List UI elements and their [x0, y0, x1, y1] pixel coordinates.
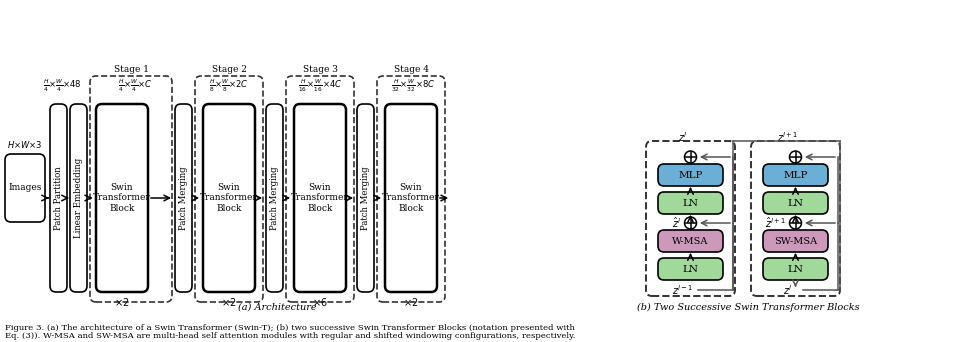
Text: $\frac{H}{4}{\times}\frac{W}{4}{\times}C$: $\frac{H}{4}{\times}\frac{W}{4}{\times}C… — [118, 78, 152, 94]
Text: SW-MSA: SW-MSA — [774, 237, 817, 246]
Text: LN: LN — [787, 264, 804, 274]
Text: Patch Merging: Patch Merging — [179, 166, 188, 230]
Text: $z^l$: $z^l$ — [678, 130, 687, 144]
Text: Figure 3. (a) The architecture of a Swin Transformer (Swin-T); (b) two successiv: Figure 3. (a) The architecture of a Swin… — [5, 324, 575, 332]
Text: Images: Images — [9, 184, 41, 193]
Text: (a) Architecture: (a) Architecture — [238, 303, 317, 312]
Text: Stage 4: Stage 4 — [394, 65, 428, 74]
FancyBboxPatch shape — [175, 104, 192, 292]
Text: Swin
Transformer
Block: Swin Transformer Block — [200, 183, 258, 213]
Text: $H{\times}W{\times}3$: $H{\times}W{\times}3$ — [8, 139, 42, 150]
FancyBboxPatch shape — [357, 104, 374, 292]
Text: Stage 3: Stage 3 — [302, 65, 337, 74]
Text: $\times2$: $\times2$ — [114, 296, 130, 308]
Text: W-MSA: W-MSA — [672, 237, 708, 246]
Text: LN: LN — [787, 198, 804, 208]
FancyBboxPatch shape — [385, 104, 437, 292]
FancyBboxPatch shape — [266, 104, 283, 292]
FancyBboxPatch shape — [763, 230, 828, 252]
FancyBboxPatch shape — [763, 192, 828, 214]
FancyBboxPatch shape — [763, 258, 828, 280]
FancyBboxPatch shape — [294, 104, 346, 292]
FancyBboxPatch shape — [203, 104, 255, 292]
Text: $\hat{z}^{l+1}$: $\hat{z}^{l+1}$ — [765, 216, 786, 230]
FancyBboxPatch shape — [5, 154, 45, 222]
Text: $\times2$: $\times2$ — [222, 296, 237, 308]
Text: Swin
Transformer
Block: Swin Transformer Block — [93, 183, 151, 213]
Text: $z^{l+1}$: $z^{l+1}$ — [777, 130, 799, 144]
Text: $\frac{H}{8}{\times}\frac{W}{8}{\times}2C$: $\frac{H}{8}{\times}\frac{W}{8}{\times}2… — [209, 78, 249, 94]
Text: $\frac{H}{4}{\times}\frac{W}{4}{\times}48$: $\frac{H}{4}{\times}\frac{W}{4}{\times}4… — [43, 78, 82, 94]
Text: $\frac{H}{16}{\times}\frac{W}{16}{\times}4C$: $\frac{H}{16}{\times}\frac{W}{16}{\times… — [298, 78, 342, 94]
FancyBboxPatch shape — [658, 258, 723, 280]
Text: Eq. (3)). W-MSA and SW-MSA are multi-head self attention modules with regular an: Eq. (3)). W-MSA and SW-MSA are multi-hea… — [5, 332, 575, 340]
Text: $\hat{z}^l$: $\hat{z}^l$ — [672, 216, 682, 230]
Text: Swin
Transformer
Block: Swin Transformer Block — [291, 183, 348, 213]
Text: $\times6$: $\times6$ — [312, 296, 327, 308]
Text: Patch Merging: Patch Merging — [270, 166, 279, 230]
FancyBboxPatch shape — [70, 104, 87, 292]
FancyBboxPatch shape — [658, 164, 723, 186]
Text: $\frac{H}{32}{\times}\frac{W}{32}{\times}8C$: $\frac{H}{32}{\times}\frac{W}{32}{\times… — [391, 78, 435, 94]
Text: Patch Merging: Patch Merging — [361, 166, 370, 230]
FancyBboxPatch shape — [763, 164, 828, 186]
FancyBboxPatch shape — [658, 230, 723, 252]
FancyBboxPatch shape — [658, 192, 723, 214]
Text: Linear Embedding: Linear Embedding — [74, 158, 83, 238]
Text: Stage 1: Stage 1 — [113, 65, 149, 74]
Text: Patch Partition: Patch Partition — [54, 166, 63, 230]
Text: (b) Two Successive Swin Transformer Blocks: (b) Two Successive Swin Transformer Bloc… — [636, 303, 859, 312]
Text: LN: LN — [683, 198, 699, 208]
Text: MLP: MLP — [679, 171, 703, 180]
Text: $\times2$: $\times2$ — [403, 296, 419, 308]
Text: Swin
Transformer
Block: Swin Transformer Block — [382, 183, 440, 213]
Text: MLP: MLP — [783, 171, 807, 180]
Text: Stage 2: Stage 2 — [211, 65, 247, 74]
Text: $z^l$: $z^l$ — [782, 283, 792, 297]
Text: LN: LN — [683, 264, 699, 274]
FancyBboxPatch shape — [50, 104, 67, 292]
FancyBboxPatch shape — [96, 104, 148, 292]
Text: $z^{l-1}$: $z^{l-1}$ — [672, 283, 693, 297]
